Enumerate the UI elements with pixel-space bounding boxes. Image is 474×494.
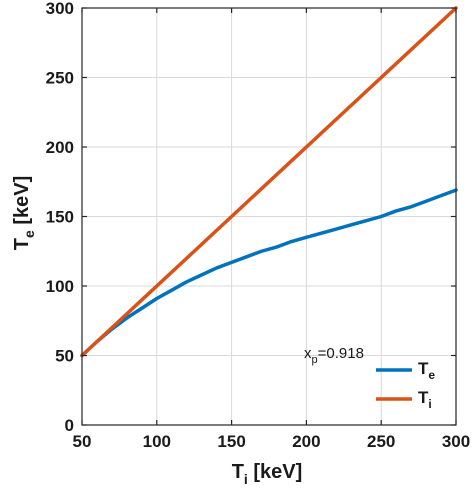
x-tick-label-50: 50: [73, 432, 92, 451]
annotation-value: =0.918: [318, 345, 364, 362]
y-tick-label-0: 0: [65, 416, 74, 435]
legend: Te Ti: [376, 359, 435, 411]
x-tick-label-100: 100: [143, 432, 171, 451]
series-line-ti: [80, 6, 458, 358]
y-axis-label: Te [keV]: [11, 176, 37, 250]
y-tick-label-100: 100: [46, 277, 74, 296]
x-tick-label-300: 300: [442, 432, 470, 451]
y-axis-label-sub: e: [21, 230, 37, 238]
legend-ti-main: T: [418, 388, 429, 407]
x-axis-label: Ti [keV]: [232, 461, 303, 487]
x-axis-label-unit: [keV]: [248, 461, 302, 483]
x-tick-label-250: 250: [367, 432, 395, 451]
annotation-main: x: [304, 345, 312, 362]
grid: [81, 7, 457, 426]
annotation-sub: p: [312, 354, 318, 366]
annotation-xp: xp=0.918: [304, 345, 364, 366]
y-tick-label-300: 300: [46, 0, 74, 18]
x-axis-label-sub: i: [244, 471, 248, 487]
legend-te-main: T: [418, 359, 429, 378]
y-axis-label-unit: [keV]: [11, 176, 33, 230]
y-axis-label-main: T: [11, 238, 33, 250]
x-tick-label-150: 150: [217, 432, 245, 451]
legend-te-sub: e: [428, 368, 435, 382]
series-line-te: [80, 188, 458, 358]
x-tick-label-200: 200: [292, 432, 320, 451]
legend-ti-sub: i: [428, 397, 431, 411]
legend-label-te: Te: [418, 359, 435, 382]
y-tick-label-250: 250: [46, 69, 74, 88]
y-tick-label-150: 150: [46, 208, 74, 227]
x-axis-label-main: T: [232, 461, 244, 483]
y-tick-label-50: 50: [55, 347, 74, 366]
legend-label-ti: Ti: [418, 388, 432, 411]
y-tick-label-200: 200: [46, 138, 74, 157]
series-layer: [80, 6, 458, 358]
